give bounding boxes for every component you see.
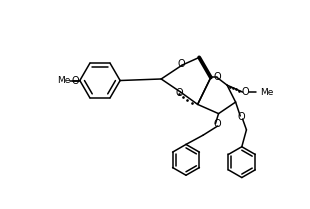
- Text: O: O: [238, 112, 246, 122]
- Text: O: O: [178, 59, 185, 69]
- Text: Me: Me: [57, 76, 70, 85]
- Text: O: O: [71, 75, 79, 85]
- Text: O: O: [214, 72, 222, 82]
- Text: Me: Me: [260, 88, 274, 97]
- Text: O: O: [213, 119, 221, 129]
- Text: O: O: [242, 87, 250, 97]
- Text: O: O: [175, 88, 183, 98]
